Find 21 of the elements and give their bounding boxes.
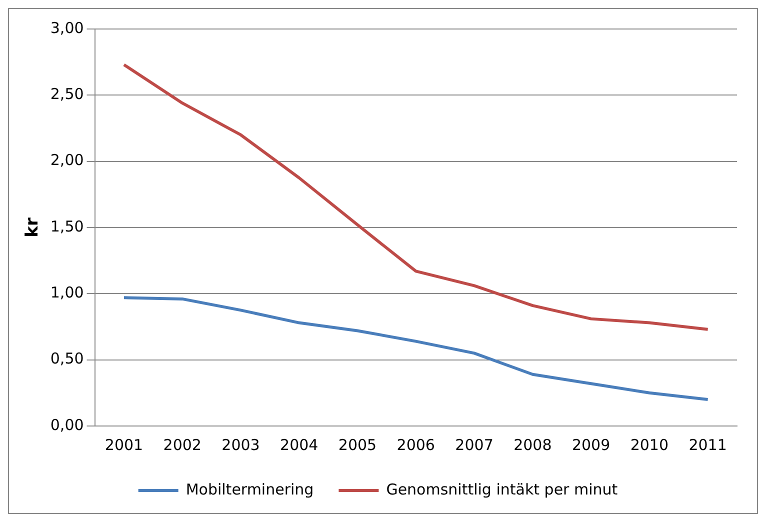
x-tick-label: 2005 xyxy=(338,436,377,454)
x-tick-label: 2004 xyxy=(280,436,318,454)
x-tick-label: 2008 xyxy=(514,436,552,454)
y-tick-label: 1,00 xyxy=(50,284,84,302)
legend-label: Mobilterminering xyxy=(186,480,314,498)
x-tick-label: 2006 xyxy=(396,436,435,454)
x-tick-label: 2011 xyxy=(688,436,727,454)
x-tick-label: 2010 xyxy=(630,436,669,454)
x-tick-label: 2003 xyxy=(222,436,260,454)
x-tick-label: 2007 xyxy=(455,436,494,454)
x-tick-label: 2001 xyxy=(104,436,144,454)
x-tick-label: 2009 xyxy=(572,436,610,454)
y-tick-label: 2,50 xyxy=(50,85,84,104)
y-tick-label: 0,00 xyxy=(50,416,84,434)
y-tick-label: 1,50 xyxy=(50,217,84,236)
y-tick-label: 2,00 xyxy=(50,151,84,170)
legend-label: Genomsnittlig intäkt per minut xyxy=(386,480,618,498)
y-tick-label: 0,50 xyxy=(50,350,84,368)
y-tick-label: 3,00 xyxy=(50,18,84,37)
y-axis-title: kr xyxy=(22,217,43,238)
x-tick-label: 2002 xyxy=(163,436,202,454)
